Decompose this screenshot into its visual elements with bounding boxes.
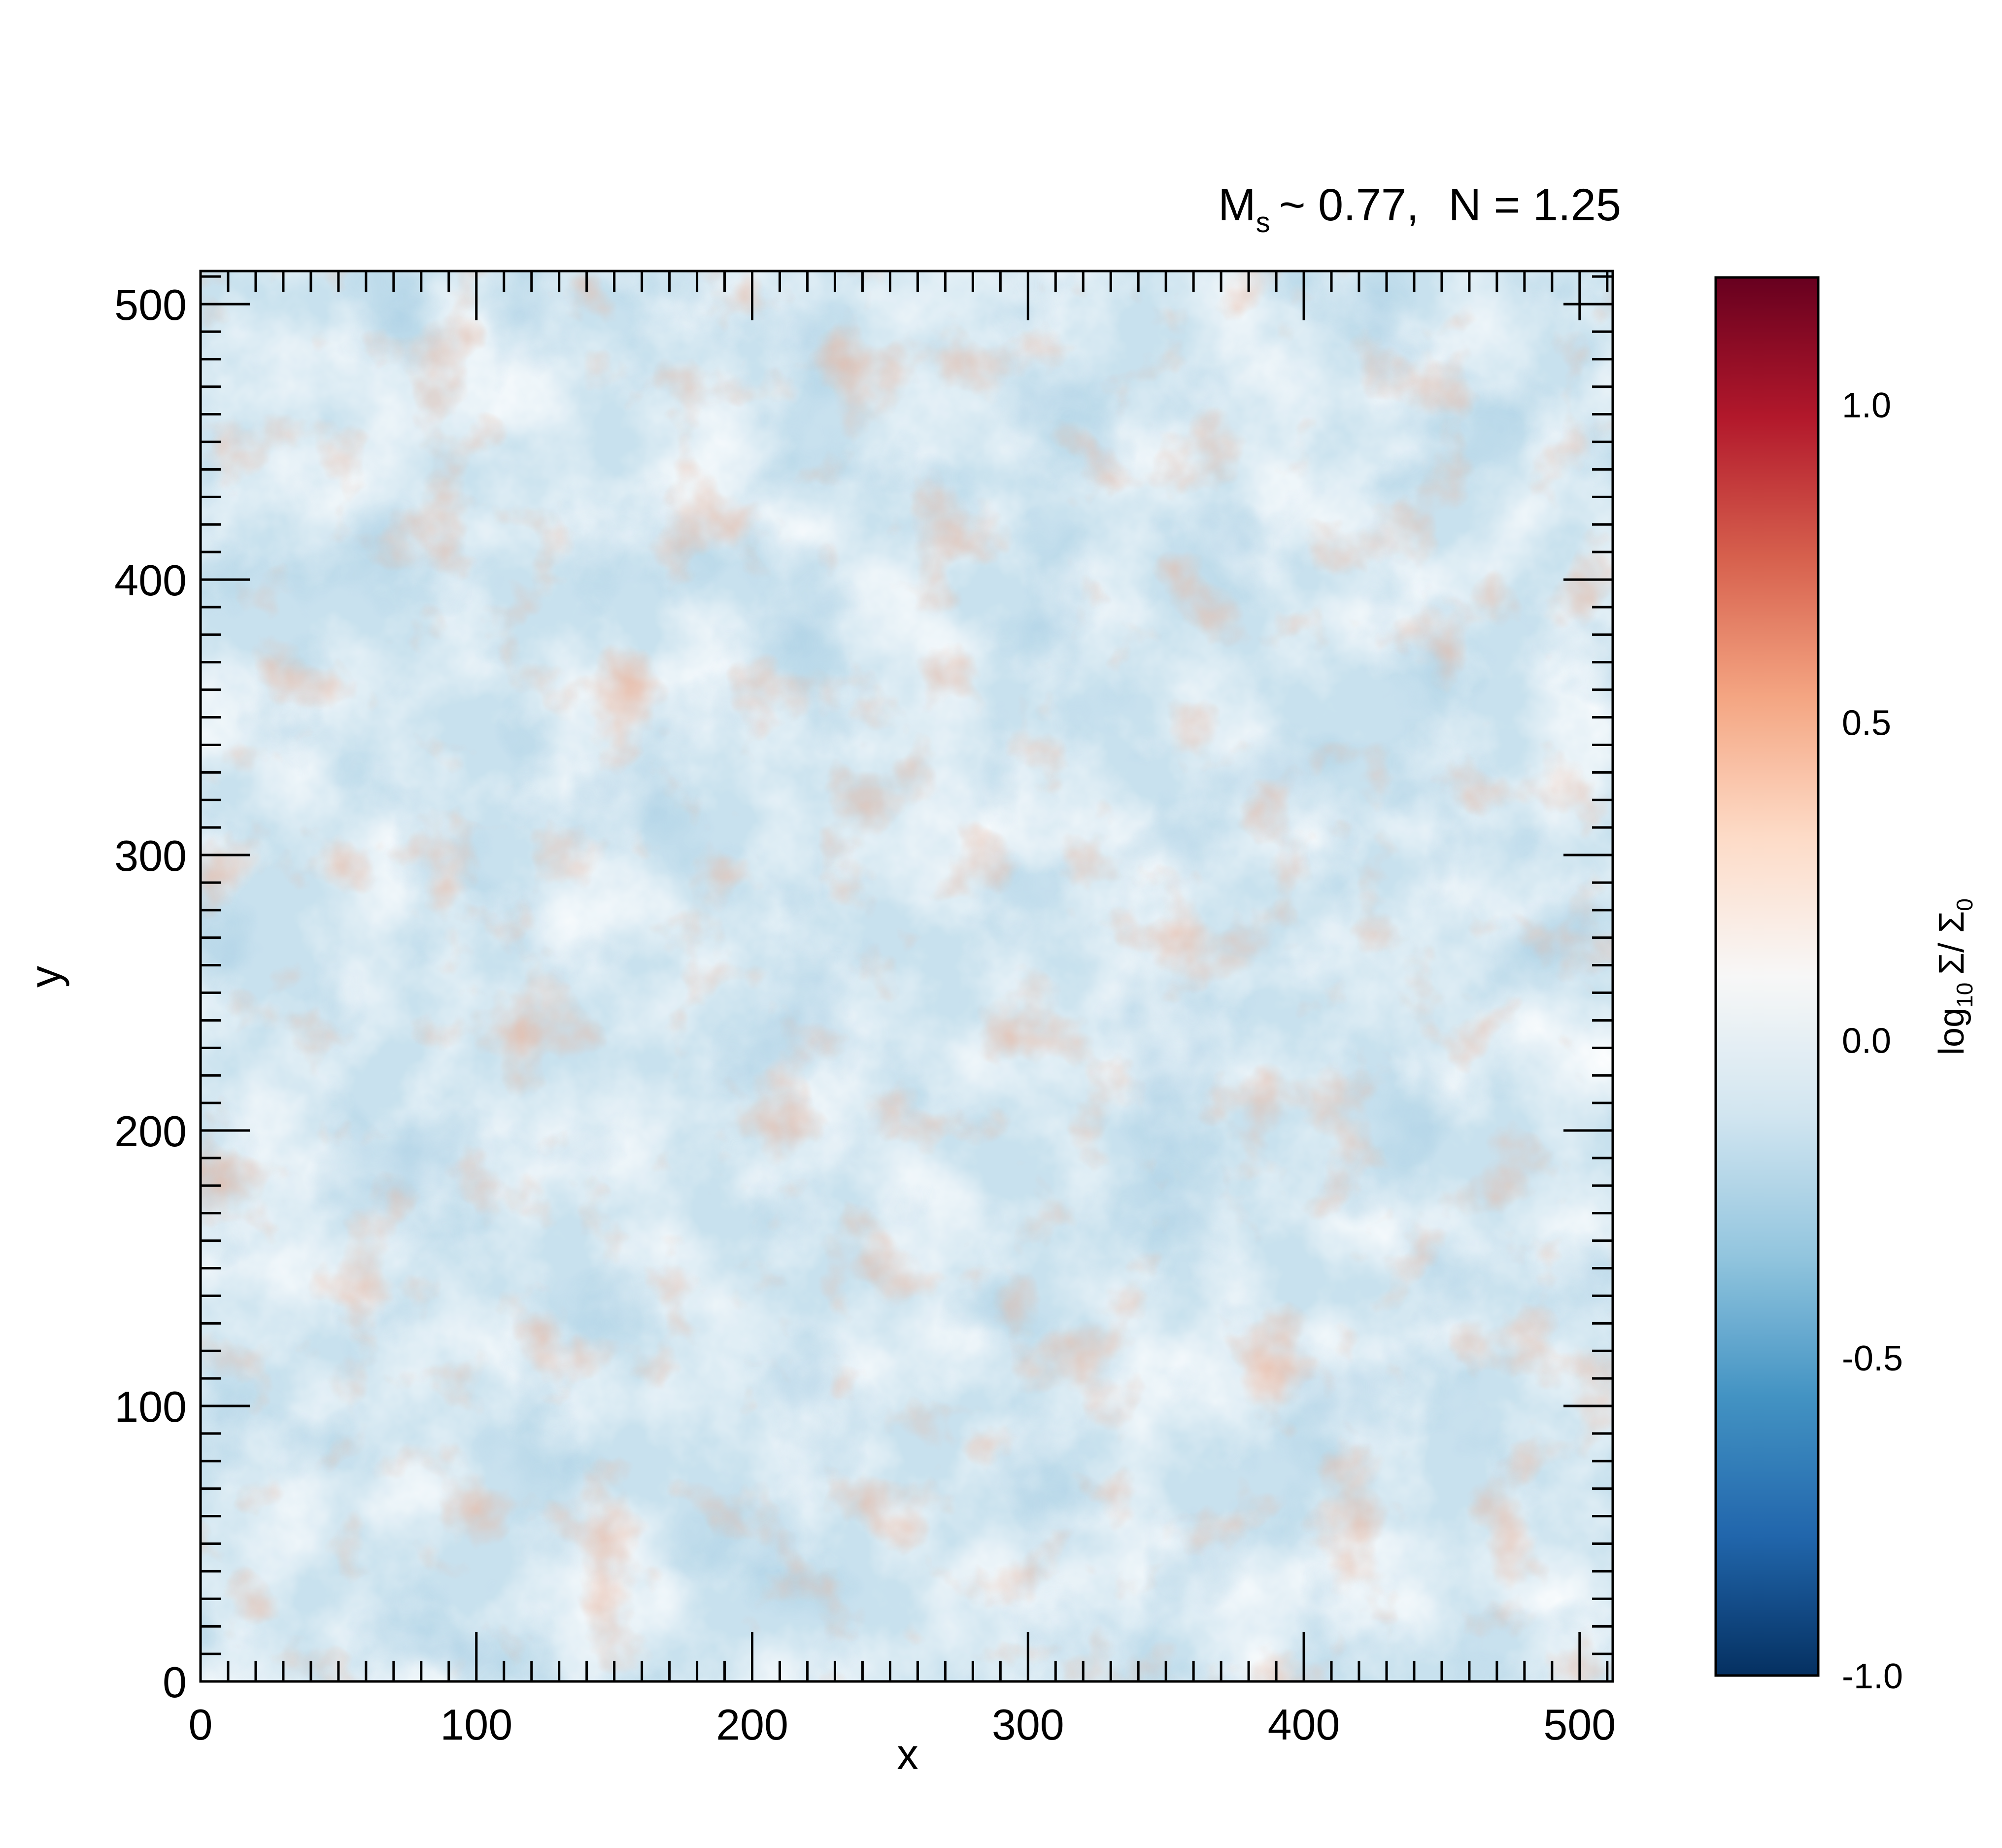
colorbar-label-sigma: Σ/ Σ (1932, 911, 1971, 975)
plot-frame (199, 270, 1614, 1683)
colorbar-label: log10 Σ/ Σ0 (1932, 898, 1977, 1055)
y-tick-label: 0 (163, 1658, 187, 1707)
colorbar-tick-label: 0.5 (1842, 704, 1891, 743)
y-tick-label: 200 (114, 1107, 187, 1156)
plot-axes: 0 100 200 300 400 500 0 100 200 300 400 500 (114, 270, 1616, 1749)
colorbar-tick-label: 1.0 (1842, 386, 1891, 425)
y-tick-label: 100 (114, 1382, 187, 1431)
x-tick-label: 400 (1268, 1700, 1340, 1749)
colorbar-label-log-sub: 10 (1952, 983, 1977, 1008)
title-m-value: ~ 0.77, (1279, 180, 1419, 230)
colorbar: -1.0 -0.5 0.0 0.5 1.0 log10 Σ/ Σ0 (1714, 276, 1977, 1696)
title-n-part: N = 1.25 (1449, 180, 1621, 230)
colorbar-tick-label: -0.5 (1842, 1339, 1903, 1378)
colorbar-tick-labels: -1.0 -0.5 0.0 0.5 1.0 (1842, 386, 1903, 1696)
title-m-subscript: s (1256, 206, 1270, 239)
title-m-symbol: M (1218, 180, 1256, 230)
y-tick-labels: 0 100 200 300 400 500 (114, 280, 187, 1707)
x-tick-labels: 0 100 200 300 400 500 (189, 1700, 1616, 1749)
colorbar-tick-label: 0.0 (1842, 1021, 1891, 1061)
colorbar-gradient (1714, 276, 1820, 1677)
y-tick-label: 400 (114, 556, 187, 605)
x-tick-label: 300 (992, 1700, 1064, 1749)
y-tick-label: 500 (114, 280, 187, 329)
colorbar-label-log: log (1932, 1008, 1971, 1055)
axis-ticks (199, 271, 1613, 1683)
x-axis-label: x (897, 1730, 918, 1779)
heatmap-field (201, 271, 1613, 1681)
x-tick-label: 100 (440, 1700, 512, 1749)
x-tick-label: 500 (1543, 1700, 1616, 1749)
y-axis-label: y (21, 966, 69, 988)
x-tick-label: 0 (189, 1700, 213, 1749)
colorbar-label-sigma-sub: 0 (1952, 898, 1977, 911)
chart-title: Ms ~ 0.77, N = 1.25 (1218, 180, 1621, 239)
y-tick-label: 300 (114, 831, 187, 880)
x-tick-label: 200 (716, 1700, 788, 1749)
heatmap-overdensity-patches (201, 271, 1613, 1681)
colorbar-tick-label: -1.0 (1842, 1657, 1903, 1696)
